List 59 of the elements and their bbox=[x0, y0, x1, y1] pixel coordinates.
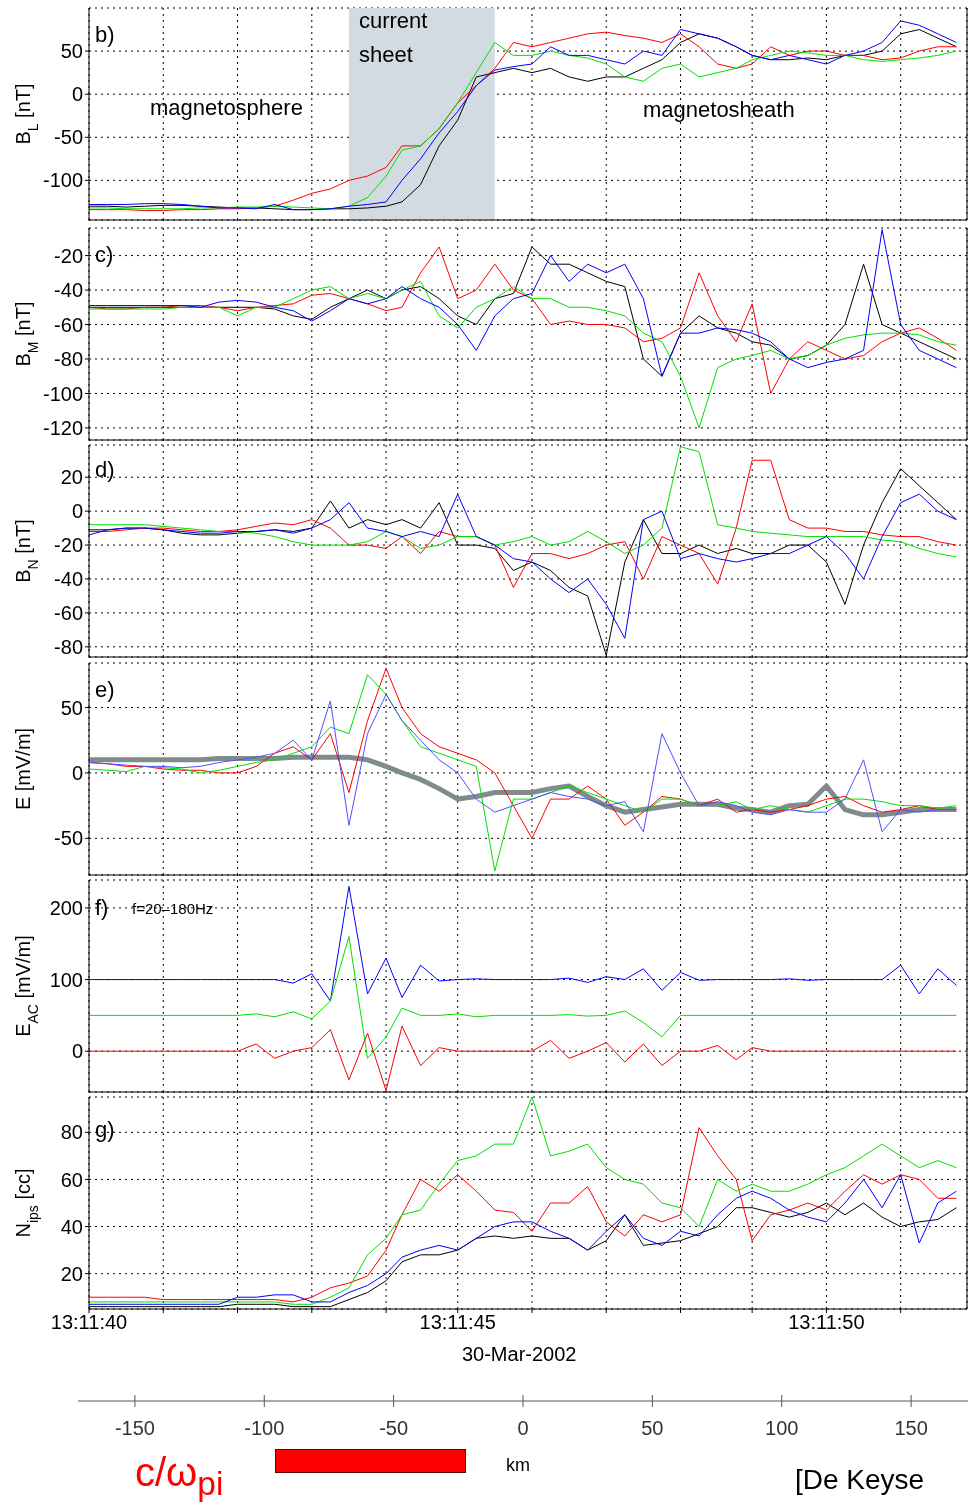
text: [De Keyse bbox=[795, 1463, 925, 1497]
y-tick-label: 200 bbox=[49, 897, 83, 920]
annotation: e) bbox=[95, 676, 115, 704]
annotation: f) bbox=[95, 894, 109, 922]
y-tick-label: -80 bbox=[54, 635, 83, 658]
x-tick-label: 13:11:50 bbox=[788, 1311, 865, 1334]
x2-tick-label: 50 bbox=[641, 1417, 664, 1439]
x2-tick-label: -150 bbox=[114, 1417, 155, 1439]
y-tick-label: 0 bbox=[71, 83, 83, 106]
x-tick-label: 13:11:40 bbox=[50, 1311, 128, 1334]
y-tick-label: -40 bbox=[54, 279, 83, 302]
x2-tick-label: 150 bbox=[894, 1417, 928, 1439]
x2-tick-label: -100 bbox=[244, 1417, 285, 1439]
y-tick-label: 60 bbox=[60, 1168, 83, 1191]
line-series bbox=[89, 885, 957, 1002]
y-tick-label: -50 bbox=[54, 827, 83, 850]
y-tick-label: -50 bbox=[54, 126, 83, 149]
line-series bbox=[89, 446, 957, 558]
y-tick-label: -80 bbox=[54, 348, 83, 371]
x2-tick-label: -50 bbox=[379, 1417, 409, 1439]
x-tick-label: 13:11:45 bbox=[419, 1311, 496, 1334]
line-series bbox=[89, 1025, 957, 1092]
x2-tick-label: 0 bbox=[517, 1417, 529, 1439]
y-tick-label: -120 bbox=[42, 417, 83, 440]
y-tick-label: -100 bbox=[42, 169, 83, 192]
annotation: c) bbox=[95, 241, 114, 269]
y-tick-label: 0 bbox=[71, 762, 83, 785]
band-label: current sheet bbox=[358, 8, 428, 67]
y-tick-label: 0 bbox=[71, 500, 83, 523]
y-tick-label: -20 bbox=[54, 534, 83, 557]
line-series bbox=[89, 280, 957, 429]
y-tick-label: 50 bbox=[60, 696, 83, 719]
y-tick-label: 50 bbox=[60, 40, 83, 63]
x2-axis-title: km bbox=[506, 1455, 530, 1475]
y-tick-label: -100 bbox=[42, 382, 83, 405]
y-tick-label: 100 bbox=[49, 968, 83, 991]
x-axis-title: 30-Mar-2002 bbox=[461, 1343, 577, 1365]
line-series bbox=[89, 936, 957, 1059]
y-tick-label: -20 bbox=[54, 244, 83, 267]
annotation: magnetosphere bbox=[150, 94, 303, 122]
y-tick-label: 40 bbox=[60, 1215, 83, 1238]
y-tick-label: 80 bbox=[60, 1121, 83, 1144]
line-series bbox=[89, 493, 957, 639]
line-series bbox=[89, 459, 957, 588]
y-tick-label: -40 bbox=[54, 568, 83, 591]
annotation: f=20–180Hz bbox=[132, 900, 214, 918]
y-axis-title: E [mV/m] bbox=[12, 727, 34, 811]
y-tick-label: -60 bbox=[54, 602, 83, 624]
y-tick-label: 20 bbox=[60, 1262, 83, 1285]
annotation: d) bbox=[95, 456, 115, 484]
annotation: g) bbox=[95, 1116, 115, 1144]
y-tick-label: 0 bbox=[71, 1040, 83, 1063]
text: c/ω$_{pi}$ bbox=[135, 1449, 224, 1504]
y-tick-label: -60 bbox=[54, 313, 83, 336]
line-series bbox=[89, 674, 957, 872]
x2-tick-label: 100 bbox=[765, 1417, 799, 1439]
annotation: b) bbox=[95, 21, 115, 49]
y-tick-label: 20 bbox=[60, 466, 83, 489]
annotation: magnetosheath bbox=[643, 96, 795, 124]
